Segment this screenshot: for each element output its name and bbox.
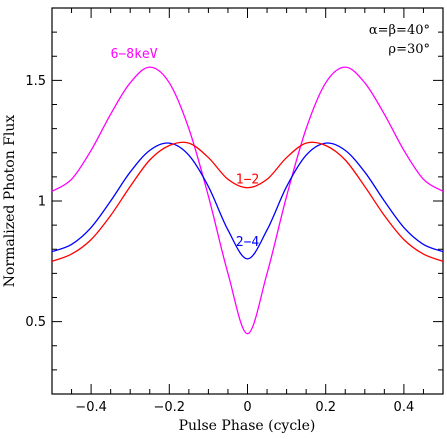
y-axis-title: Normalized Photon Flux bbox=[2, 115, 18, 288]
axis-ticks: −0.4 −0.2 0 0.2 0.4 0.5 1 1.5 bbox=[25, 7, 444, 415]
x-tick-label: −0.2 bbox=[154, 400, 186, 415]
series-line-2 bbox=[51, 141, 444, 262]
y-tick-label: 1.5 bbox=[25, 74, 46, 89]
series-line-0 bbox=[51, 66, 444, 335]
annotation-rho: ρ=30° bbox=[388, 42, 430, 57]
series-label-0: 6−8keV bbox=[111, 47, 158, 62]
series-line-1 bbox=[51, 142, 444, 260]
x-tick-label: −0.4 bbox=[75, 400, 107, 415]
series-labels: 6−8keV 1−2 2−4 bbox=[111, 47, 260, 250]
series-lines bbox=[51, 66, 444, 335]
x-tick-label: 0.4 bbox=[394, 400, 415, 415]
x-axis-title: Pulse Phase (cycle) bbox=[179, 418, 316, 434]
y-tick-label: 0.5 bbox=[25, 315, 46, 330]
x-tick-label: 0.2 bbox=[315, 400, 336, 415]
series-label-2: 2−4 bbox=[236, 235, 260, 250]
series-label-1: 1−2 bbox=[236, 172, 259, 187]
x-tick-label: 0 bbox=[243, 400, 251, 415]
annotation-alpha-beta: α=β=40° bbox=[369, 23, 430, 38]
y-tick-label: 1 bbox=[38, 195, 46, 210]
